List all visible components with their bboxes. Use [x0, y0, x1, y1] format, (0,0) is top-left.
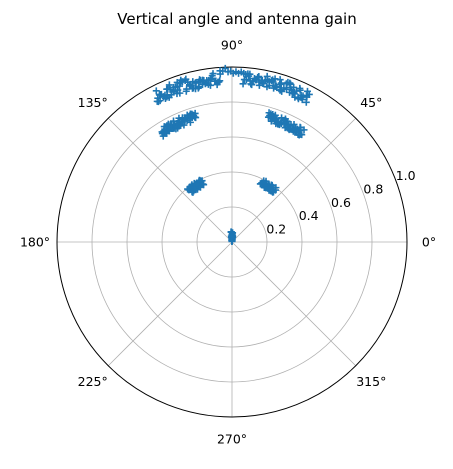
angular-gridline	[231, 241, 357, 367]
data-point-marker	[258, 179, 266, 187]
data-point-marker	[152, 87, 160, 95]
radial-tick-label: 0.2	[266, 222, 286, 237]
data-point-marker	[263, 83, 271, 91]
data-point-marker	[187, 82, 195, 90]
angle-tick-label: 270°	[217, 432, 247, 447]
data-point-marker	[173, 78, 181, 86]
angle-tick-label: 45°	[360, 95, 382, 110]
angular-gridline	[107, 117, 233, 243]
radial-tick-label: 0.4	[299, 208, 319, 223]
angle-tick-label: 0°	[422, 235, 436, 250]
polar-frame	[56, 66, 408, 418]
radial-tick-label: 0.8	[363, 181, 383, 196]
angle-tick-label: 180°	[20, 235, 50, 250]
angle-tick-label: 90°	[221, 38, 243, 53]
data-point-marker	[270, 84, 278, 92]
data-point-marker	[185, 186, 193, 194]
data-point-marker	[240, 76, 248, 84]
data-point-marker	[184, 185, 192, 193]
data-point-marker	[163, 85, 171, 93]
data-point-marker	[256, 180, 264, 188]
angle-tick-label: 315°	[356, 374, 386, 389]
data-point-marker	[263, 72, 271, 80]
data-point-marker	[153, 97, 161, 105]
radial-tick-label: 0.6	[331, 195, 351, 210]
data-point-marker	[216, 67, 224, 75]
grid-layer	[56, 66, 408, 418]
radial-tick-label: 1.0	[396, 168, 416, 183]
data-point-marker	[159, 132, 167, 140]
data-point-marker	[278, 114, 286, 122]
data-point-marker	[277, 79, 285, 87]
data-point-marker	[303, 87, 311, 95]
marker-layer	[152, 64, 313, 245]
data-point-marker	[182, 87, 190, 95]
angular-gridline	[231, 117, 357, 243]
data-point-marker	[227, 232, 235, 240]
label-layer: 0° 45° 90° 135° 180° 225° 270° 315° 0.2 0.4 0.6 0.8…	[20, 38, 436, 447]
angle-tick-label: 225°	[78, 374, 108, 389]
angle-tick-label: 135°	[78, 95, 108, 110]
angular-gridline	[107, 241, 233, 367]
chart-title: Vertical angle and antenna gain	[117, 10, 356, 28]
data-point-marker	[265, 109, 273, 117]
data-point-marker	[199, 81, 207, 89]
data-point-marker	[276, 76, 284, 84]
data-point-marker	[239, 80, 247, 88]
data-point-marker	[246, 77, 254, 85]
